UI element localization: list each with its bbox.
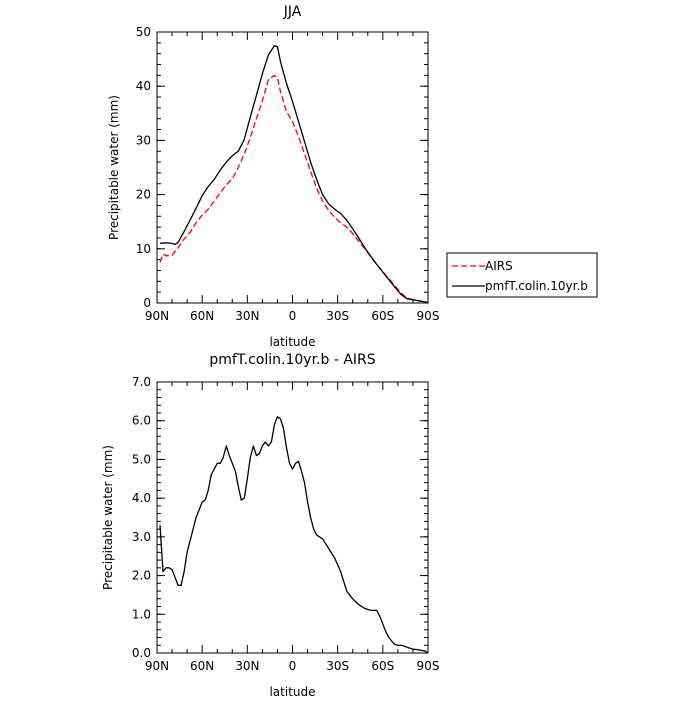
x-tick-label: 60S <box>371 309 394 323</box>
x-axis-label: latitude <box>269 685 315 699</box>
x-tick-label: 90N <box>145 309 169 323</box>
y-axis-label: Precipitable water (mm) <box>101 445 115 590</box>
chart-title: pmfT.colin.10yr.b - AIRS <box>209 352 375 368</box>
x-tick-label: 90S <box>417 309 440 323</box>
x-tick-label: 30S <box>326 309 349 323</box>
legend-label: AIRS <box>485 259 513 273</box>
y-tick-label: 40 <box>136 79 151 93</box>
y-tick-label: 30 <box>136 133 151 147</box>
x-tick-label: 60N <box>190 309 214 323</box>
chart-panel-1: JJA 90N 60N 30N 0 30S 60S 90S 0 10 20 30 40 50 latitud… <box>107 4 598 349</box>
x-tick-label: 30N <box>235 659 259 673</box>
x-tick-label: 0 <box>289 309 297 323</box>
legend-box <box>446 252 598 298</box>
x-axis-label: latitude <box>269 335 315 349</box>
y-tick-label: 2.0 <box>132 569 151 583</box>
series-line-pmft-colin-10yr-b <box>159 44 429 304</box>
x-tick-label: 30S <box>326 659 349 673</box>
y-axis-label: Precipitable water (mm) <box>107 95 121 240</box>
y-tick-label: 3.0 <box>132 530 151 544</box>
x-tick-label: 90N <box>145 659 169 673</box>
plot-frame <box>156 31 429 304</box>
chart-panel-2: pmfT.colin.10yr.b - AIRS 90N 60N 30N 0 30S 60S… <box>101 352 439 699</box>
series-line-difference <box>159 416 429 654</box>
legend-label: pmfT.colin.10yr.b <box>485 279 588 293</box>
y-tick-label: 50 <box>136 25 151 39</box>
y-tick-label: 10 <box>136 242 151 256</box>
x-tick-label: 60S <box>371 659 394 673</box>
y-tick-label: 4.0 <box>132 491 151 505</box>
y-tick-label: 0 <box>143 296 151 310</box>
y-tick-label: 7.0 <box>132 375 151 389</box>
x-tick-label: 60N <box>190 659 214 673</box>
y-tick-label: 0.0 <box>132 646 151 660</box>
x-tick-label: 0 <box>289 659 297 673</box>
y-tick-label: 6.0 <box>132 414 151 428</box>
legend: AIRS pmfT.colin.10yr.b <box>446 252 598 298</box>
y-tick-label: 20 <box>136 188 151 202</box>
x-tick-label: 30N <box>235 309 259 323</box>
y-tick-label: 1.0 <box>132 607 151 621</box>
x-tick-label: 90S <box>417 659 440 673</box>
y-tick-label: 5.0 <box>132 452 151 466</box>
plot-frame <box>156 381 429 654</box>
chart-title: JJA <box>283 4 302 20</box>
series-line-airs <box>159 74 429 304</box>
